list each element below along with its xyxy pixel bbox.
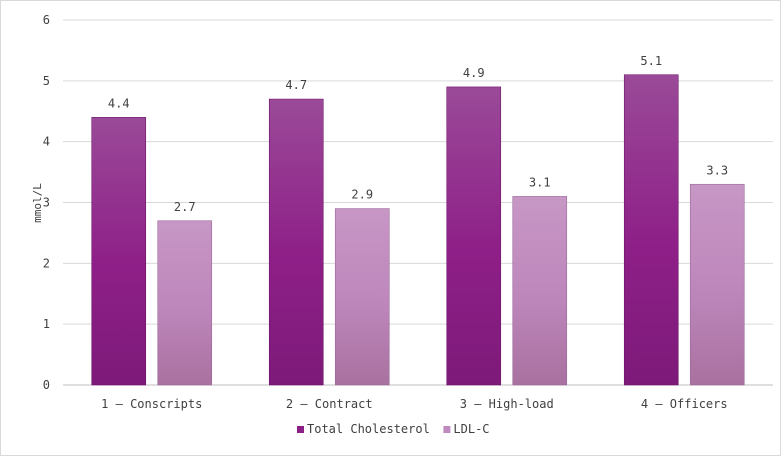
y-tick-label: 3 <box>43 196 50 210</box>
data-label: 4.9 <box>463 66 485 80</box>
bar-ldl-c <box>689 183 745 386</box>
data-label: 5.1 <box>640 54 662 68</box>
data-label: 2.7 <box>174 200 196 214</box>
x-category-label: 4 – Officers <box>641 397 728 411</box>
x-category-label: 3 – High-load <box>460 397 554 411</box>
data-label: 2.9 <box>351 188 373 202</box>
legend-label: Total Cholesterol <box>307 422 430 436</box>
bar-ldl-c <box>512 196 568 386</box>
y-tick-label: 4 <box>43 135 50 149</box>
y-tick-label: 1 <box>43 317 50 331</box>
data-labels: 4.4 2.7 4.7 2.9 4.9 3.1 5.1 3.3 <box>108 54 728 214</box>
bars <box>91 74 745 386</box>
x-axis-categories: 1 – Conscripts 2 – Contract 3 – High-load 4… <box>101 397 727 411</box>
x-category-label: 2 – Contract <box>286 397 373 411</box>
y-axis-ticks: 0 1 2 3 4 5 6 <box>43 13 50 392</box>
data-label: 4.7 <box>285 78 307 92</box>
data-label: 3.3 <box>706 163 728 177</box>
bar-total-cholesterol <box>268 98 324 386</box>
x-category-label: 1 – Conscripts <box>101 397 202 411</box>
y-tick-label: 2 <box>43 256 50 270</box>
legend-swatch <box>443 426 451 433</box>
legend: Total Cholesterol LDL-C <box>297 422 490 436</box>
data-label: 3.1 <box>529 175 551 189</box>
bar-total-cholesterol <box>446 86 502 386</box>
y-axis-title: mmol/L <box>31 183 44 223</box>
legend-label: LDL-C <box>453 422 489 436</box>
bar-ldl-c <box>334 208 390 386</box>
legend-swatch <box>297 426 304 433</box>
data-label: 4.4 <box>108 96 130 110</box>
y-tick-label: 0 <box>43 378 50 392</box>
bar-total-cholesterol <box>623 74 679 386</box>
y-tick-label: 6 <box>43 13 50 27</box>
y-tick-label: 5 <box>43 74 50 88</box>
bar-ldl-c <box>157 220 213 386</box>
bar-total-cholesterol <box>91 117 147 386</box>
